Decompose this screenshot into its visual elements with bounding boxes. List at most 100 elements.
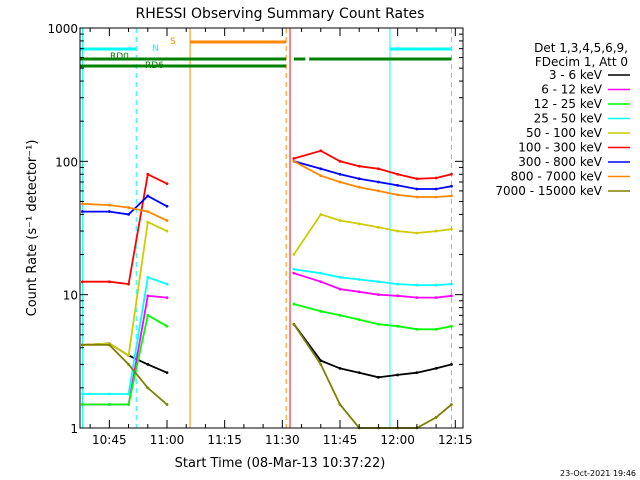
series-4-point-2 — [127, 354, 130, 357]
legend-header-line-1: Det 1,3,4,5,6,9, — [534, 41, 628, 55]
series-7-point-0 — [81, 202, 84, 206]
series-5-point-105 — [396, 172, 400, 176]
legend-label-2: 12 - 25 keV — [534, 97, 603, 111]
series-5-point-107 — [434, 176, 438, 180]
series-3-point-105 — [396, 282, 400, 286]
data-series — [81, 149, 453, 430]
series-1-point-104 — [377, 293, 380, 297]
series-3-point-104 — [377, 280, 380, 284]
series-4-point-108 — [450, 227, 453, 231]
series-8-point-4 — [165, 403, 169, 406]
axes: 1 10 100 1000 10:45 11:00 11:15 11:30 11:45 12:00… — [47, 22, 472, 447]
series-3-point-1 — [107, 392, 111, 396]
series-8-point-100 — [292, 322, 296, 326]
series-0-point-104 — [377, 375, 380, 379]
legend-label-8: 7000 - 15000 keV — [495, 184, 602, 198]
legend-label-1: 6 - 12 keV — [541, 83, 603, 97]
series-7-point-101 — [319, 174, 323, 178]
series-2-point-3 — [146, 313, 150, 317]
series-1-line-pre-gap — [82, 294, 168, 406]
series-6-point-2 — [127, 212, 130, 216]
series-6-line-post-gap — [293, 160, 452, 190]
series-6-point-105 — [396, 183, 400, 187]
series-5-point-100 — [292, 157, 296, 160]
series-8-point-108 — [450, 403, 453, 406]
series-0-point-106 — [415, 371, 419, 375]
series-7-point-104 — [377, 189, 380, 193]
series-6-point-101 — [319, 167, 323, 171]
series-1-point-4 — [165, 296, 169, 300]
series-2-point-101 — [319, 309, 323, 313]
series-7-point-1 — [107, 203, 111, 207]
flag-label-s: S — [170, 37, 176, 47]
series-4-point-103 — [357, 222, 361, 226]
series-7-point-107 — [434, 195, 438, 199]
series-1-point-3 — [146, 294, 150, 298]
series-2-point-106 — [415, 327, 419, 331]
series-7-point-3 — [146, 210, 150, 213]
x-tick-label-0: 10:45 — [92, 433, 127, 447]
y-tick-label-3: 1000 — [47, 22, 78, 36]
series-7-point-103 — [357, 185, 361, 189]
series-2-point-105 — [396, 324, 400, 328]
series-4-line-post-gap — [293, 213, 452, 256]
chart-title: RHESSI Observing Summary Count Rates — [136, 6, 425, 22]
series-5-point-4 — [165, 182, 169, 186]
legend-label-4: 50 - 100 keV — [526, 126, 603, 140]
legend-label-3: 25 - 50 keV — [534, 112, 603, 126]
flag-label-n: N — [152, 44, 159, 54]
series-3-point-108 — [450, 282, 453, 286]
series-4-point-3 — [146, 220, 150, 224]
series-3-point-106 — [415, 283, 419, 287]
y-tick-label-2: 100 — [55, 155, 78, 169]
series-2-point-104 — [377, 322, 380, 326]
series-8-point-1 — [107, 343, 111, 347]
series-6-point-4 — [165, 204, 169, 208]
series-0-point-103 — [357, 371, 361, 375]
series-4-point-101 — [319, 212, 323, 216]
series-0-point-4 — [165, 371, 169, 375]
series-7-point-102 — [338, 180, 342, 184]
series-5-point-108 — [450, 172, 453, 176]
x-tick-label-5: 12:00 — [380, 433, 415, 447]
series-0-point-101 — [319, 359, 323, 363]
series-5-point-3 — [146, 172, 150, 176]
series-3-point-102 — [338, 275, 342, 279]
series-2-point-103 — [357, 318, 361, 322]
series-1-point-106 — [415, 296, 419, 300]
series-1-point-108 — [450, 294, 453, 298]
series-5-point-103 — [357, 164, 361, 168]
series-8-point-101 — [319, 362, 323, 366]
x-tick-label-3: 11:30 — [265, 433, 300, 447]
series-4-point-102 — [338, 219, 342, 222]
series-6-point-102 — [338, 172, 342, 176]
series-5-point-1 — [107, 280, 111, 284]
plot-frame — [79, 27, 464, 429]
series-3-line-pre-gap — [82, 276, 168, 395]
series-2-point-4 — [165, 324, 169, 328]
series-3-point-0 — [81, 392, 84, 396]
series-4-point-106 — [415, 231, 419, 235]
series-2-point-100 — [292, 302, 296, 306]
series-3-point-2 — [127, 392, 130, 396]
series-8-point-2 — [127, 362, 130, 366]
series-5-point-0 — [81, 280, 84, 284]
series-6-point-104 — [377, 180, 380, 184]
series-3-point-4 — [165, 282, 169, 286]
series-4-line-pre-gap — [82, 220, 168, 357]
series-0-point-108 — [450, 362, 453, 366]
series-6-point-103 — [357, 177, 361, 181]
series-2-point-102 — [338, 313, 342, 317]
series-3-point-107 — [434, 283, 438, 287]
series-8-point-3 — [146, 386, 150, 390]
series-2-point-107 — [434, 327, 438, 331]
y-tick-label-1: 10 — [63, 289, 78, 303]
x-tick-label-6: 12:15 — [438, 433, 473, 447]
series-7-point-105 — [396, 193, 400, 197]
series-8-point-0 — [81, 343, 84, 347]
series-6-point-0 — [81, 210, 84, 213]
series-7-point-2 — [127, 206, 130, 209]
series-1-point-102 — [338, 287, 342, 291]
series-8-point-102 — [338, 403, 342, 406]
